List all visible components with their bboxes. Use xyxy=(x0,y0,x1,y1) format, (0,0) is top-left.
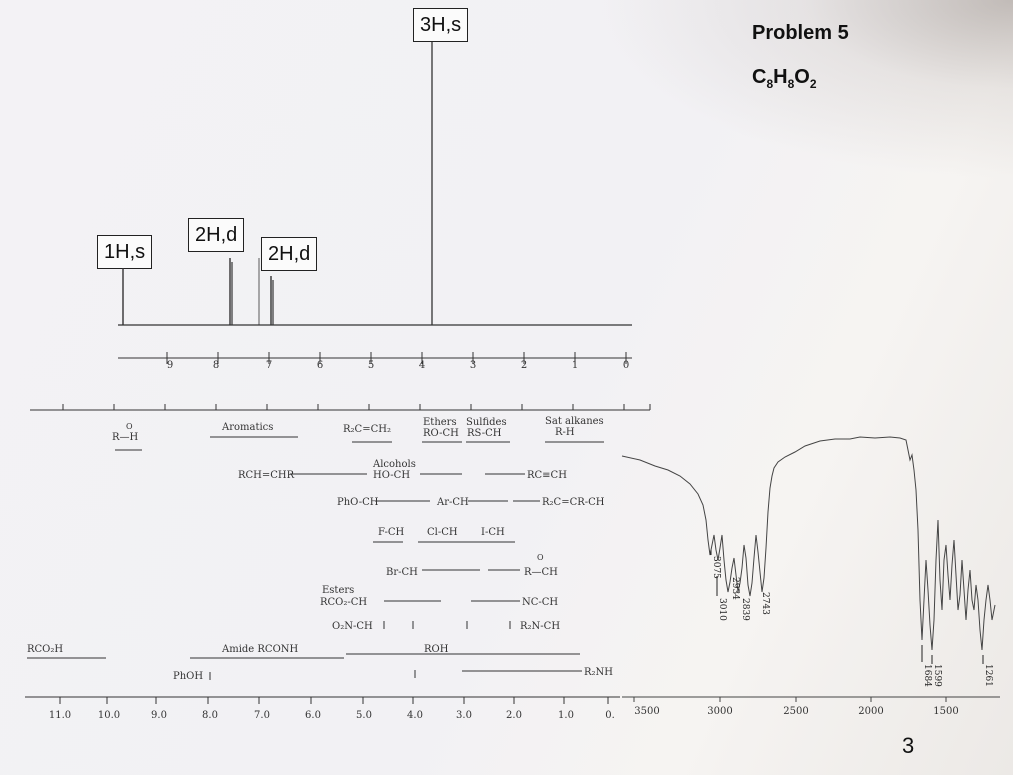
ir-spectrum xyxy=(621,436,1000,702)
sulfides-label: Sulfides xyxy=(466,417,507,428)
ppm-bottom-label: 8.0 xyxy=(202,710,218,721)
ppm-bottom-label: 4.0 xyxy=(407,710,423,721)
ppm-bottom-label: 1.0 xyxy=(558,710,574,721)
sat-alkanes-label: Sat alkanes xyxy=(545,416,604,427)
amine-label: R₂N-CH xyxy=(520,621,560,632)
ir-peak-label: 3075 xyxy=(711,556,721,579)
ppm-bottom-label: 6.0 xyxy=(305,710,321,721)
ir-axis-labels: 3500 3000 2500 2000 1500 xyxy=(634,706,958,717)
reference-chart-bottom-labels: 11.0 10.0 9.0 8.0 7.0 6.0 5.0 4.0 3.0 2.… xyxy=(49,710,615,721)
ppm-label: 1 xyxy=(572,360,578,371)
nmr-peak-label-3h-s: 3H,s xyxy=(413,8,469,42)
fluoride-label: F-CH xyxy=(378,527,405,538)
ppm-label: 3 xyxy=(470,360,476,371)
ir-peak-label: 1684 xyxy=(922,664,932,687)
page-number: 3 xyxy=(902,733,915,758)
ir-tick-label: 2000 xyxy=(858,706,883,717)
acid-label: RCO₂H xyxy=(27,644,63,655)
ppm-bottom-label: 2.0 xyxy=(506,710,522,721)
nmr-ppm-ticks xyxy=(166,352,627,364)
ppm-label: 9 xyxy=(167,360,173,371)
nmr-peak-label-2h-d-b: 2H,d xyxy=(261,237,318,271)
ppm-label: 4 xyxy=(419,360,425,371)
ppm-label: 0 xyxy=(623,360,629,371)
benzylic-label: Ar-CH xyxy=(436,497,469,508)
chloride-label: Cl-CH xyxy=(427,527,458,538)
sulfides-sub-label: RS-CH xyxy=(467,428,502,439)
amide-label: Amide RCONH xyxy=(221,644,299,655)
ppm-label: 5 xyxy=(368,360,374,371)
phenyl-ether-label: PhO-CH xyxy=(337,497,379,508)
reference-chart-labels: O R—H Aromatics R₂C=CH₂ Ethers RO-CH Sul… xyxy=(27,416,613,682)
alkyne-label: RC≡CH xyxy=(527,470,567,481)
aldehyde-o: O xyxy=(126,422,133,431)
ir-trace xyxy=(621,436,996,651)
ppm-bottom-label: 11.0 xyxy=(49,710,71,721)
ir-peak-label: 2743 xyxy=(760,592,770,615)
ethers-label: Ethers xyxy=(423,417,457,428)
nmr-peak-label-1h-s: 1H,s xyxy=(97,235,153,269)
page-shadow xyxy=(593,0,1013,180)
ir-peak-labels: 3075 3010 2934 2839 2743 1684 1599 1261 xyxy=(710,550,993,687)
sat-alkanes-sub-label: R-H xyxy=(555,427,575,438)
ppm-bottom-label: 9.0 xyxy=(151,710,167,721)
allylic-label: R₂C=CR-CH xyxy=(542,497,605,508)
nmr-ppm-labels: 9 8 7 6 5 4 3 2 1 0 xyxy=(167,360,629,371)
ir-peak-label: 2934 xyxy=(730,577,740,600)
ketone-label: R—CH xyxy=(524,567,558,578)
nmr-peak-label-2h-d-a: 2H,d xyxy=(188,218,245,252)
ppm-label: 6 xyxy=(317,360,323,371)
ppm-label: 7 xyxy=(266,360,272,371)
ir-tick-label: 2500 xyxy=(783,706,808,717)
ir-peak-label: 1599 xyxy=(932,664,942,687)
ir-peak-label: 2839 xyxy=(740,598,750,621)
ppm-label: 2 xyxy=(521,360,527,371)
ethers-sub-label: RO-CH xyxy=(423,428,459,439)
ir-tick-label: 3500 xyxy=(634,706,659,717)
vinyl-label: RCH=CHR xyxy=(238,470,295,481)
problem-title: Problem 5 xyxy=(752,22,849,44)
iodide-label: I-CH xyxy=(481,527,505,538)
ppm-bottom-label: 3.0 xyxy=(456,710,472,721)
nitrile-label: NC-CH xyxy=(522,597,558,608)
ppm-bottom-label: 0. xyxy=(605,710,615,721)
ir-peak-label: 1261 xyxy=(983,664,993,687)
aldehyde-label: R—H xyxy=(112,432,139,443)
alkene-label: R₂C=CH₂ xyxy=(343,424,391,435)
ir-tick-label: 1500 xyxy=(933,706,958,717)
ir-tick-label: 3000 xyxy=(707,706,732,717)
ppm-label: 8 xyxy=(213,360,219,371)
esters-sub-label: RCO₂-CH xyxy=(320,597,367,608)
ppm-bottom-label: 10.0 xyxy=(98,710,120,721)
nitro-label: O₂N-CH xyxy=(332,621,373,632)
reference-chart-axis-bottom xyxy=(25,696,620,704)
aromatics-label: Aromatics xyxy=(221,422,273,433)
ppm-bottom-label: 5.0 xyxy=(356,710,372,721)
alcohols-label: Alcohols xyxy=(372,459,416,470)
roh-label: ROH xyxy=(424,644,449,655)
phenol-label: PhOH xyxy=(173,671,203,682)
ir-peak-label: 3010 xyxy=(717,598,727,621)
nmr-spectrum xyxy=(118,42,632,364)
ketone-o: O xyxy=(537,553,544,562)
alcohols-sub-label: HO-CH xyxy=(373,470,410,481)
bromide-label: Br-CH xyxy=(386,567,418,578)
ppm-bottom-label: 7.0 xyxy=(254,710,270,721)
reference-chart-axis-top xyxy=(30,404,651,411)
amine-nh-label: R₂NH xyxy=(584,667,613,678)
esters-label: Esters xyxy=(322,585,354,596)
molecular-formula: C8H8O2 xyxy=(752,66,817,91)
